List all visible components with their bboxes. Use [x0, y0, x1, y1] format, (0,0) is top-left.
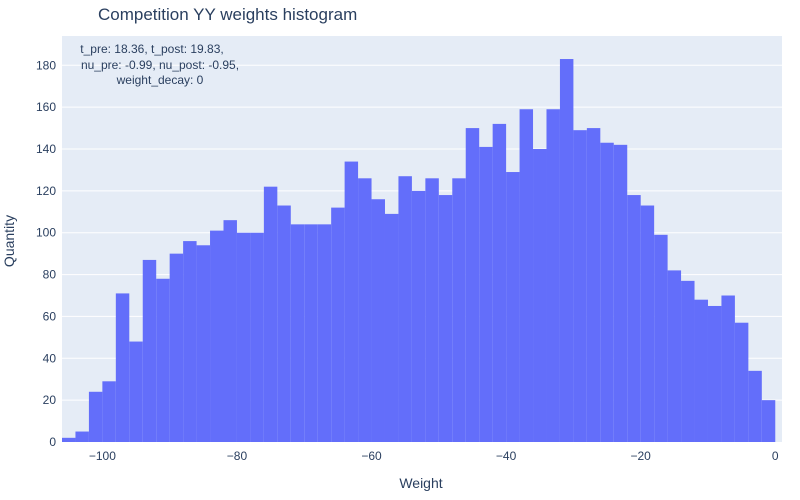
histogram-bar: [169, 253, 184, 442]
histogram-bar: [304, 224, 318, 442]
y-tick-label: 20: [43, 393, 57, 407]
y-tick-labels: 0 20 40 60 80 100 120 140 160 180: [36, 58, 56, 449]
histogram-bar: [250, 232, 264, 442]
histogram-bar: [425, 178, 439, 443]
histogram-bar: [210, 230, 224, 442]
histogram-bar: [438, 195, 453, 442]
histogram-bar: [681, 280, 695, 442]
x-tick-label: −40: [496, 449, 517, 463]
histogram-bar: [559, 59, 574, 442]
histogram-bar: [479, 146, 493, 442]
histogram-bar: [600, 142, 614, 442]
y-tick-label: 0: [49, 435, 56, 449]
histogram-bar: [344, 161, 359, 442]
histogram-bar: [384, 213, 399, 442]
y-tick-label: 80: [43, 268, 57, 282]
histogram-bar: [277, 205, 291, 442]
histogram-bar: [667, 270, 682, 442]
histogram-bar: [398, 176, 412, 442]
y-tick-label: 60: [43, 309, 57, 323]
histogram-bars: [62, 59, 776, 443]
histogram-bar: [62, 437, 76, 442]
y-tick-label: 140: [36, 142, 56, 156]
histogram-bar: [465, 128, 480, 443]
histogram-bar: [533, 149, 547, 442]
histogram-bar: [102, 381, 116, 442]
histogram-bar: [707, 305, 722, 442]
histogram-bar: [640, 205, 655, 442]
histogram-bar: [317, 224, 332, 442]
histogram-bar: [721, 295, 735, 442]
histogram-bar: [492, 123, 507, 442]
histogram-bar: [654, 234, 668, 442]
histogram-bar: [142, 259, 157, 442]
x-tick-labels: −100 −80 −60 −40 −20 0: [89, 449, 779, 463]
y-tick-label: 100: [36, 226, 56, 240]
histogram-bar: [452, 178, 466, 443]
histogram-bar: [263, 186, 278, 442]
y-tick-label: 180: [36, 58, 56, 72]
histogram-bar: [748, 370, 762, 442]
histogram-bar: [573, 130, 587, 442]
y-tick-label: 40: [43, 351, 57, 365]
histogram-bar: [734, 322, 749, 442]
histogram-bar: [761, 400, 776, 442]
histogram-bar: [358, 178, 372, 443]
histogram-bar: [506, 172, 520, 442]
histogram-bar: [627, 195, 641, 442]
annotation-line-2: nu_pre: -0.99, nu_post: -0.95,: [81, 58, 239, 72]
histogram-bar: [129, 341, 143, 442]
histogram-bar: [371, 199, 385, 442]
histogram-bar: [115, 293, 130, 442]
histogram-bar: [75, 431, 89, 442]
x-tick-label: −60: [361, 449, 382, 463]
x-tick-label: 0: [772, 449, 779, 463]
annotation: t_pre: 18.36, t_post: 19.83, nu_pre: -0.…: [80, 42, 239, 87]
histogram-bar: [183, 241, 197, 442]
histogram-bar: [196, 245, 211, 442]
histogram-bar: [156, 278, 170, 442]
histogram-bar: [290, 224, 305, 442]
histogram-bar: [519, 109, 534, 442]
y-axis-title: Quantity: [1, 215, 17, 267]
histogram-bar: [236, 232, 251, 442]
histogram-bar: [88, 391, 103, 442]
histogram-bar: [223, 220, 237, 442]
x-tick-label: −100: [89, 449, 116, 463]
annotation-line-3: weight_decay: 0: [116, 73, 204, 87]
y-tick-label: 160: [36, 100, 56, 114]
x-tick-label: −80: [227, 449, 248, 463]
annotation-line-1: t_pre: 18.36, t_post: 19.83,: [80, 42, 223, 56]
histogram-bar: [586, 128, 601, 443]
x-tick-label: −20: [631, 449, 652, 463]
histogram-bar: [331, 207, 345, 442]
histogram-bar: [694, 299, 708, 442]
chart-title: Competition YY weights histogram: [98, 5, 357, 24]
y-tick-label: 120: [36, 184, 56, 198]
histogram-bar: [613, 144, 628, 442]
histogram-bar: [546, 109, 560, 442]
x-axis-title: Weight: [399, 475, 442, 491]
histogram-bar: [411, 190, 426, 442]
